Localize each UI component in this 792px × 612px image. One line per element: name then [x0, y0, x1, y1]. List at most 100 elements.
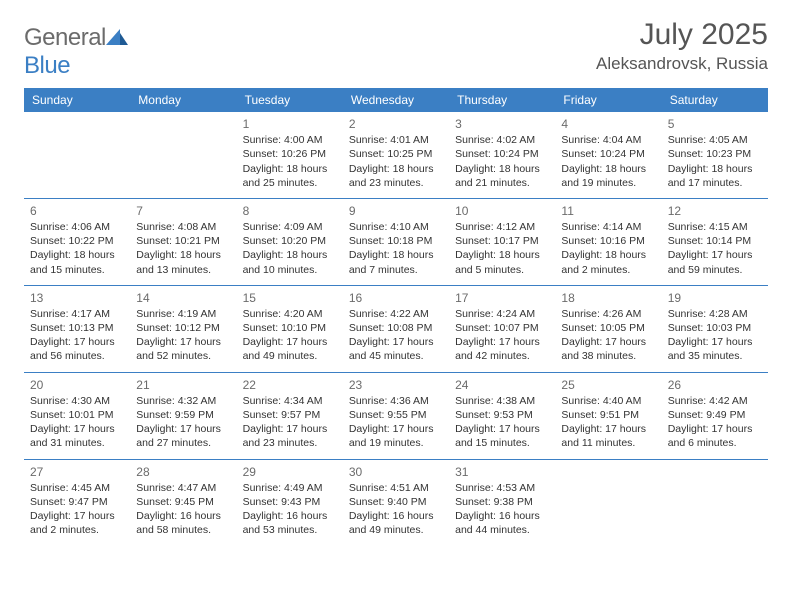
- daylight-line: Daylight: 17 hours: [30, 335, 124, 349]
- sunset-line: Sunset: 9:40 PM: [349, 495, 443, 509]
- logo-part1: General: [24, 24, 106, 51]
- calendar-day-cell: 23Sunrise: 4:36 AMSunset: 9:55 PMDayligh…: [343, 372, 449, 459]
- day-header: Sunday: [24, 88, 130, 112]
- daylight-line: and 15 minutes.: [455, 436, 549, 450]
- calendar-week-row: 6Sunrise: 4:06 AMSunset: 10:22 PM Dayligh…: [24, 198, 768, 285]
- daylight-line: and 31 minutes.: [30, 436, 124, 450]
- daylight-line: and 49 minutes.: [243, 349, 337, 363]
- day-number: 25: [561, 377, 655, 393]
- calendar-day-cell: 9Sunrise: 4:10 AMSunset: 10:18 PMDayligh…: [343, 198, 449, 285]
- calendar-day-cell: 14Sunrise: 4:19 AMSunset: 10:12 PMDaylig…: [130, 285, 236, 372]
- calendar-day-cell: 3Sunrise: 4:02 AMSunset: 10:24 PMDayligh…: [449, 112, 555, 198]
- day-number: 7: [136, 203, 230, 219]
- calendar-day-cell: 7Sunrise: 4:08 AMSunset: 10:21 PMDayligh…: [130, 198, 236, 285]
- calendar-day-cell: 31Sunrise: 4:53 AMSunset: 9:38 PMDayligh…: [449, 459, 555, 545]
- daylight-line: and 5 minutes.: [455, 263, 549, 277]
- day-number: 28: [136, 464, 230, 480]
- day-number: 13: [30, 290, 124, 306]
- day-header: Monday: [130, 88, 236, 112]
- daylight-line: Daylight: 17 hours: [668, 335, 762, 349]
- day-number: 10: [455, 203, 549, 219]
- daylight-line: Daylight: 18 hours: [243, 162, 337, 176]
- daylight-line: and 23 minutes.: [243, 436, 337, 450]
- sunrise-line: Sunrise: 4:06 AM: [30, 220, 124, 234]
- sunrise-line: Sunrise: 4:14 AM: [561, 220, 655, 234]
- location-label: Aleksandrovsk, Russia: [596, 54, 768, 74]
- daylight-line: and 10 minutes.: [243, 263, 337, 277]
- calendar-empty-cell: [24, 112, 130, 198]
- daylight-line: Daylight: 17 hours: [561, 422, 655, 436]
- sunset-line: Sunset: 9:47 PM: [30, 495, 124, 509]
- sunrise-line: Sunrise: 4:34 AM: [243, 394, 337, 408]
- daylight-line: Daylight: 18 hours: [349, 248, 443, 262]
- calendar-day-cell: 2Sunrise: 4:01 AMSunset: 10:25 PMDayligh…: [343, 112, 449, 198]
- daylight-line: Daylight: 17 hours: [30, 509, 124, 523]
- sunset-line: Sunset: 10:12 PM: [136, 321, 230, 335]
- daylight-line: and 35 minutes.: [668, 349, 762, 363]
- sunset-line: Sunset: 10:22 PM: [30, 234, 124, 248]
- daylight-line: and 45 minutes.: [349, 349, 443, 363]
- day-number: 9: [349, 203, 443, 219]
- day-number: 5: [668, 116, 762, 132]
- sunrise-line: Sunrise: 4:00 AM: [243, 133, 337, 147]
- sunset-line: Sunset: 10:17 PM: [455, 234, 549, 248]
- sunrise-line: Sunrise: 4:09 AM: [243, 220, 337, 234]
- header: GeneralBlue July 2025 Aleksandrovsk, Rus…: [24, 18, 768, 80]
- sunset-line: Sunset: 10:20 PM: [243, 234, 337, 248]
- calendar-day-cell: 18Sunrise: 4:26 AMSunset: 10:05 PMDaylig…: [555, 285, 661, 372]
- sunrise-line: Sunrise: 4:30 AM: [30, 394, 124, 408]
- title-block: July 2025 Aleksandrovsk, Russia: [596, 18, 768, 74]
- day-header: Tuesday: [237, 88, 343, 112]
- daylight-line: Daylight: 17 hours: [349, 335, 443, 349]
- sunset-line: Sunset: 9:43 PM: [243, 495, 337, 509]
- sunrise-line: Sunrise: 4:32 AM: [136, 394, 230, 408]
- daylight-line: Daylight: 18 hours: [668, 162, 762, 176]
- sunrise-line: Sunrise: 4:40 AM: [561, 394, 655, 408]
- day-number: 11: [561, 203, 655, 219]
- daylight-line: and 42 minutes.: [455, 349, 549, 363]
- sunrise-line: Sunrise: 4:01 AM: [349, 133, 443, 147]
- calendar-day-cell: 25Sunrise: 4:40 AMSunset: 9:51 PMDayligh…: [555, 372, 661, 459]
- daylight-line: Daylight: 18 hours: [561, 162, 655, 176]
- day-number: 16: [349, 290, 443, 306]
- calendar-day-cell: 8Sunrise: 4:09 AMSunset: 10:20 PMDayligh…: [237, 198, 343, 285]
- sunset-line: Sunset: 9:45 PM: [136, 495, 230, 509]
- day-number: 6: [30, 203, 124, 219]
- day-number: 31: [455, 464, 549, 480]
- logo: GeneralBlue: [24, 24, 128, 80]
- sunset-line: Sunset: 10:03 PM: [668, 321, 762, 335]
- calendar-day-cell: 21Sunrise: 4:32 AMSunset: 9:59 PMDayligh…: [130, 372, 236, 459]
- calendar-day-cell: 26Sunrise: 4:42 AMSunset: 9:49 PMDayligh…: [662, 372, 768, 459]
- calendar-day-cell: 27Sunrise: 4:45 AMSunset: 9:47 PMDayligh…: [24, 459, 130, 545]
- sunset-line: Sunset: 9:51 PM: [561, 408, 655, 422]
- day-number: 26: [668, 377, 762, 393]
- calendar-day-cell: 24Sunrise: 4:38 AMSunset: 9:53 PMDayligh…: [449, 372, 555, 459]
- daylight-line: Daylight: 17 hours: [668, 248, 762, 262]
- daylight-line: Daylight: 16 hours: [136, 509, 230, 523]
- calendar-week-row: 27Sunrise: 4:45 AMSunset: 9:47 PMDayligh…: [24, 459, 768, 545]
- daylight-line: Daylight: 17 hours: [455, 335, 549, 349]
- sunrise-line: Sunrise: 4:51 AM: [349, 481, 443, 495]
- day-number: 21: [136, 377, 230, 393]
- daylight-line: Daylight: 18 hours: [136, 248, 230, 262]
- sunset-line: Sunset: 10:18 PM: [349, 234, 443, 248]
- sunrise-line: Sunrise: 4:47 AM: [136, 481, 230, 495]
- sunrise-line: Sunrise: 4:24 AM: [455, 307, 549, 321]
- daylight-line: and 25 minutes.: [243, 176, 337, 190]
- daylight-line: and 15 minutes.: [30, 263, 124, 277]
- sunset-line: Sunset: 9:38 PM: [455, 495, 549, 509]
- daylight-line: Daylight: 17 hours: [349, 422, 443, 436]
- daylight-line: and 58 minutes.: [136, 523, 230, 537]
- day-number: 3: [455, 116, 549, 132]
- calendar-empty-cell: [555, 459, 661, 545]
- page-title: July 2025: [596, 18, 768, 52]
- daylight-line: Daylight: 18 hours: [349, 162, 443, 176]
- daylight-line: and 21 minutes.: [455, 176, 549, 190]
- calendar-day-cell: 5Sunrise: 4:05 AMSunset: 10:23 PMDayligh…: [662, 112, 768, 198]
- sunrise-line: Sunrise: 4:02 AM: [455, 133, 549, 147]
- daylight-line: and 19 minutes.: [561, 176, 655, 190]
- daylight-line: Daylight: 16 hours: [243, 509, 337, 523]
- sunrise-line: Sunrise: 4:28 AM: [668, 307, 762, 321]
- sunset-line: Sunset: 9:55 PM: [349, 408, 443, 422]
- calendar-day-cell: 4Sunrise: 4:04 AMSunset: 10:24 PMDayligh…: [555, 112, 661, 198]
